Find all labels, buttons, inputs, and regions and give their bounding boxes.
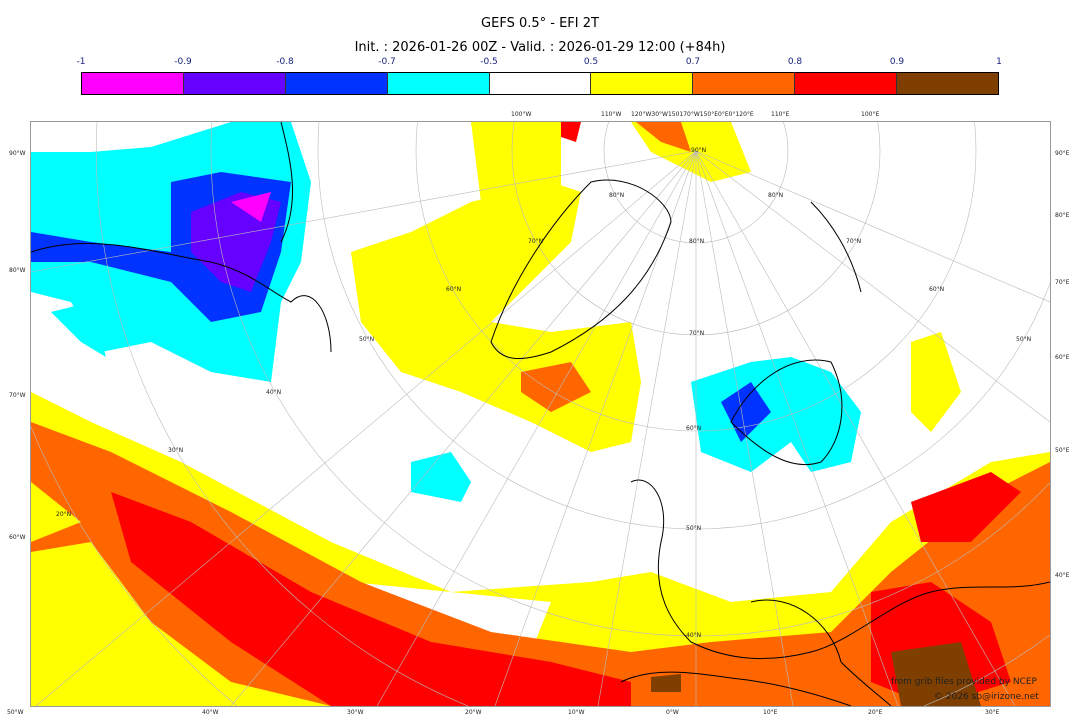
graticule-label: 10°E bbox=[763, 709, 778, 716]
graticule-label: 20°N bbox=[56, 511, 72, 518]
graticule-label: 50°N bbox=[1016, 336, 1032, 343]
graticule-label: 80°E bbox=[1055, 212, 1070, 219]
graticule-label: 40°W bbox=[202, 709, 219, 716]
colorbar-tick: -1 bbox=[76, 57, 86, 67]
graticule-label: 110°W bbox=[601, 111, 622, 118]
colorbar-segment bbox=[897, 73, 999, 94]
colorbar-tick: -0.5 bbox=[480, 57, 498, 67]
colorbar-segment bbox=[489, 73, 592, 94]
graticule-label: 70°N bbox=[846, 238, 862, 245]
graticule-label: 20°W bbox=[465, 709, 482, 716]
graticule-label: 80°N bbox=[768, 192, 784, 199]
colorbar-segment bbox=[795, 73, 898, 94]
graticule-label: 70°N bbox=[689, 330, 705, 337]
efi-field bbox=[31, 122, 1050, 706]
colorbar-tick: -0.7 bbox=[378, 57, 396, 67]
colorbar-segment bbox=[387, 73, 490, 94]
colorbar-segment bbox=[285, 73, 388, 94]
colorbar-tick: 0.5 bbox=[583, 57, 599, 67]
graticule-label: 0°W bbox=[666, 709, 679, 716]
graticule-label: 60°N bbox=[446, 286, 462, 293]
graticule-label: 70°E bbox=[1055, 279, 1070, 286]
graticule-label: 10°W bbox=[568, 709, 585, 716]
colorbar-tick: -0.9 bbox=[174, 57, 192, 67]
graticule-label: 100°W bbox=[511, 111, 532, 118]
graticule-label: 60°W bbox=[9, 534, 26, 541]
graticule-label: 50°E bbox=[1055, 447, 1070, 454]
colorbar bbox=[81, 72, 999, 95]
graticule-label: 50°W bbox=[7, 709, 24, 716]
graticule-label: 30°E bbox=[985, 709, 1000, 716]
graticule-label: 40°N bbox=[686, 632, 702, 639]
graticule-label: 80°N bbox=[689, 238, 705, 245]
graticule-label: 70°W bbox=[9, 392, 26, 399]
colorbar-segment bbox=[591, 73, 694, 94]
graticule-label: 90°W bbox=[9, 150, 26, 157]
colorbar-tick: 1 bbox=[996, 57, 1002, 67]
colorbar-tick: 0.8 bbox=[787, 57, 803, 67]
graticule-label: 50°N bbox=[359, 336, 375, 343]
colorbar-tick: 0.9 bbox=[889, 57, 905, 67]
graticule-label: 120°W30°W150170°W150°E0°E0°120°E bbox=[631, 111, 754, 118]
map-subtitle: Init. : 2026-01-26 00Z - Valid. : 2026-0… bbox=[354, 40, 726, 55]
graticule-label: 80°W bbox=[9, 267, 26, 274]
graticule-label: 60°E bbox=[1055, 354, 1070, 361]
graticule-label: 30°W bbox=[347, 709, 364, 716]
colorbar-segment bbox=[693, 73, 796, 94]
graticule-label: 40°N bbox=[266, 389, 282, 396]
graticule-label: 90°E bbox=[1055, 150, 1070, 157]
colorbar-tick: 0.7 bbox=[685, 57, 701, 67]
data-source-credit: from grib files provided by NCEP bbox=[891, 677, 1037, 687]
map-title: GEFS 0.5° - EFI 2T bbox=[481, 16, 599, 31]
colorbar-tick: -0.8 bbox=[276, 57, 294, 67]
map-canvas bbox=[31, 122, 1050, 706]
graticule-label: 30°N bbox=[168, 447, 184, 454]
graticule-label: 20°E bbox=[868, 709, 883, 716]
colorbar-segment bbox=[82, 73, 184, 94]
map-area: 90°W 80°W 70°W 60°W 90°E 80°E 70°E 60°E 50°E 40°E… bbox=[7, 111, 1069, 716]
colorbar-segment bbox=[183, 73, 286, 94]
graticule-label: 40°E bbox=[1055, 572, 1070, 579]
graticule-label: 70°N bbox=[528, 238, 544, 245]
graticule-label: 100°E bbox=[861, 111, 880, 118]
copyright-credit: © 2026 sb@irizone.net bbox=[934, 692, 1039, 702]
graticule-label: 60°N bbox=[929, 286, 945, 293]
coastlines bbox=[31, 122, 1050, 706]
graticule-label: 110°E bbox=[771, 111, 790, 118]
graticule-label: 80°N bbox=[609, 192, 625, 199]
graticule-label: 50°N bbox=[686, 525, 702, 532]
graticule-label: 90°N bbox=[691, 147, 707, 154]
graticule-label: 60°N bbox=[686, 425, 702, 432]
